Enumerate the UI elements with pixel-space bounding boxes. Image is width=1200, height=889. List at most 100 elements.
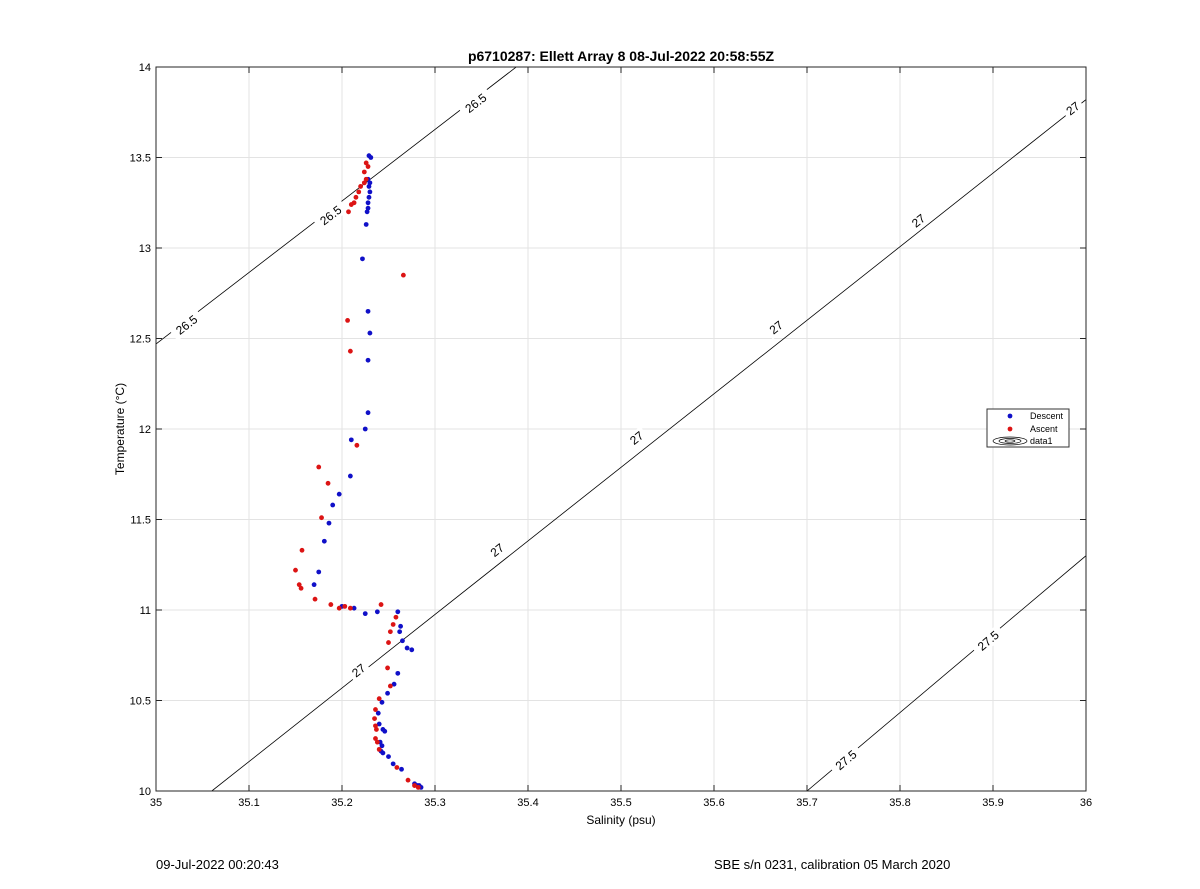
descent-point bbox=[382, 728, 388, 734]
descent-point bbox=[409, 647, 415, 653]
ascent-point bbox=[373, 707, 378, 712]
x-tick-label: 35.9 bbox=[982, 797, 1003, 809]
ascent-point bbox=[363, 160, 369, 166]
descent-point bbox=[366, 194, 372, 200]
descent-point bbox=[311, 582, 317, 588]
ascent-point bbox=[400, 272, 406, 278]
ascent-point bbox=[342, 603, 348, 609]
descent-point bbox=[365, 308, 371, 314]
x-axis-label: Salinity (psu) bbox=[586, 813, 655, 827]
legend-ascent-marker bbox=[1007, 426, 1013, 432]
ascent-point bbox=[325, 480, 331, 486]
ascent-point bbox=[412, 783, 417, 788]
ascent-point bbox=[347, 348, 353, 354]
contour-label-bg bbox=[828, 743, 864, 777]
descent-point bbox=[365, 205, 371, 211]
ascent-point bbox=[387, 683, 393, 689]
data-points bbox=[293, 153, 424, 790]
ascent-point bbox=[387, 629, 393, 635]
legend-ascent-label: Ascent bbox=[1030, 424, 1058, 434]
y-axis-label: Temperature (°C) bbox=[113, 383, 127, 475]
y-tick-label: 12 bbox=[139, 424, 151, 436]
descent-point bbox=[367, 330, 373, 336]
descent-point bbox=[365, 357, 371, 363]
x-tick-label: 35.3 bbox=[424, 797, 445, 809]
descent-point bbox=[326, 520, 332, 526]
ascent-point bbox=[386, 640, 391, 645]
ascent-point bbox=[374, 739, 380, 745]
descent-point bbox=[336, 491, 342, 497]
ascent-point bbox=[299, 547, 305, 553]
contour-label-bg bbox=[346, 658, 371, 683]
ascent-point bbox=[345, 318, 350, 323]
contour-label-bg bbox=[624, 426, 649, 450]
contour-label-bg bbox=[1060, 96, 1086, 121]
descent-point bbox=[363, 222, 369, 227]
x-tick-label: 35.7 bbox=[796, 797, 817, 809]
x-axis-ticks: 35 35.1 35.2 35.3 35.4 35.5 35.6 35.7 35.8 35.9 36 bbox=[150, 67, 1092, 809]
descent-point bbox=[395, 609, 401, 615]
ascent-point bbox=[394, 765, 400, 770]
x-tick-label: 35 bbox=[150, 797, 162, 809]
y-tick-label: 14 bbox=[139, 62, 151, 74]
descent-point bbox=[330, 502, 336, 508]
ascent-point bbox=[348, 202, 354, 207]
descent-point bbox=[379, 699, 385, 705]
contour-label-bg bbox=[313, 199, 349, 232]
legend: Descent Ascent data1 bbox=[986, 408, 1070, 448]
descent-point bbox=[365, 200, 371, 206]
descent-point bbox=[321, 538, 327, 544]
y-tick-label: 13 bbox=[139, 243, 151, 255]
ascent-point bbox=[361, 180, 367, 186]
y-tick-label: 11.5 bbox=[130, 515, 151, 527]
descent-point bbox=[348, 437, 354, 443]
descent-point bbox=[404, 645, 410, 651]
descent-point bbox=[360, 256, 365, 262]
y-tick-label: 12.5 bbox=[130, 334, 151, 346]
x-tick-label: 36 bbox=[1080, 797, 1092, 809]
footer-calibration: SBE s/n 0231, calibration 05 March 2020 bbox=[714, 857, 951, 872]
ascent-point bbox=[296, 582, 302, 588]
legend-box bbox=[986, 408, 1070, 448]
ascent-point bbox=[376, 696, 382, 702]
x-tick-label: 35.4 bbox=[517, 797, 538, 809]
descent-point bbox=[395, 670, 401, 676]
ascent-point bbox=[298, 585, 304, 591]
descent-point bbox=[386, 754, 391, 760]
x-tick-label: 35.1 bbox=[238, 797, 259, 809]
descent-point bbox=[316, 569, 322, 575]
y-tick-label: 10 bbox=[139, 786, 151, 798]
ascent-point bbox=[393, 614, 399, 620]
ascent-point bbox=[358, 184, 363, 189]
descent-point bbox=[385, 690, 390, 696]
descent-point bbox=[400, 638, 405, 644]
descent-point bbox=[375, 710, 381, 716]
ascent-point bbox=[328, 602, 334, 607]
contour-label-bg bbox=[458, 87, 494, 120]
x-tick-label: 35.5 bbox=[610, 797, 631, 809]
ascent-point bbox=[319, 515, 324, 521]
legend-descent-label: Descent bbox=[1030, 411, 1064, 421]
descent-point bbox=[380, 750, 386, 756]
contour-label-bg bbox=[485, 538, 510, 562]
y-tick-label: 10.5 bbox=[130, 696, 151, 708]
y-tick-label: 11 bbox=[140, 605, 151, 617]
ascent-point bbox=[374, 727, 379, 732]
descent-point bbox=[367, 180, 373, 186]
descent-point bbox=[347, 473, 353, 479]
ascent-point bbox=[363, 176, 369, 182]
ascent-point bbox=[373, 736, 378, 741]
contour-label-bg bbox=[764, 315, 789, 340]
ascent-point bbox=[293, 567, 298, 573]
descent-point bbox=[368, 155, 374, 160]
ascent-point bbox=[316, 464, 322, 470]
ascent-point bbox=[373, 723, 378, 729]
ascent-point bbox=[346, 209, 351, 215]
x-tick-label: 35.8 bbox=[889, 797, 910, 809]
legend-contour-icon bbox=[992, 436, 1028, 446]
ascent-point bbox=[312, 596, 318, 602]
descent-point bbox=[397, 629, 403, 635]
descent-point bbox=[391, 681, 397, 687]
ascent-point bbox=[356, 189, 362, 195]
